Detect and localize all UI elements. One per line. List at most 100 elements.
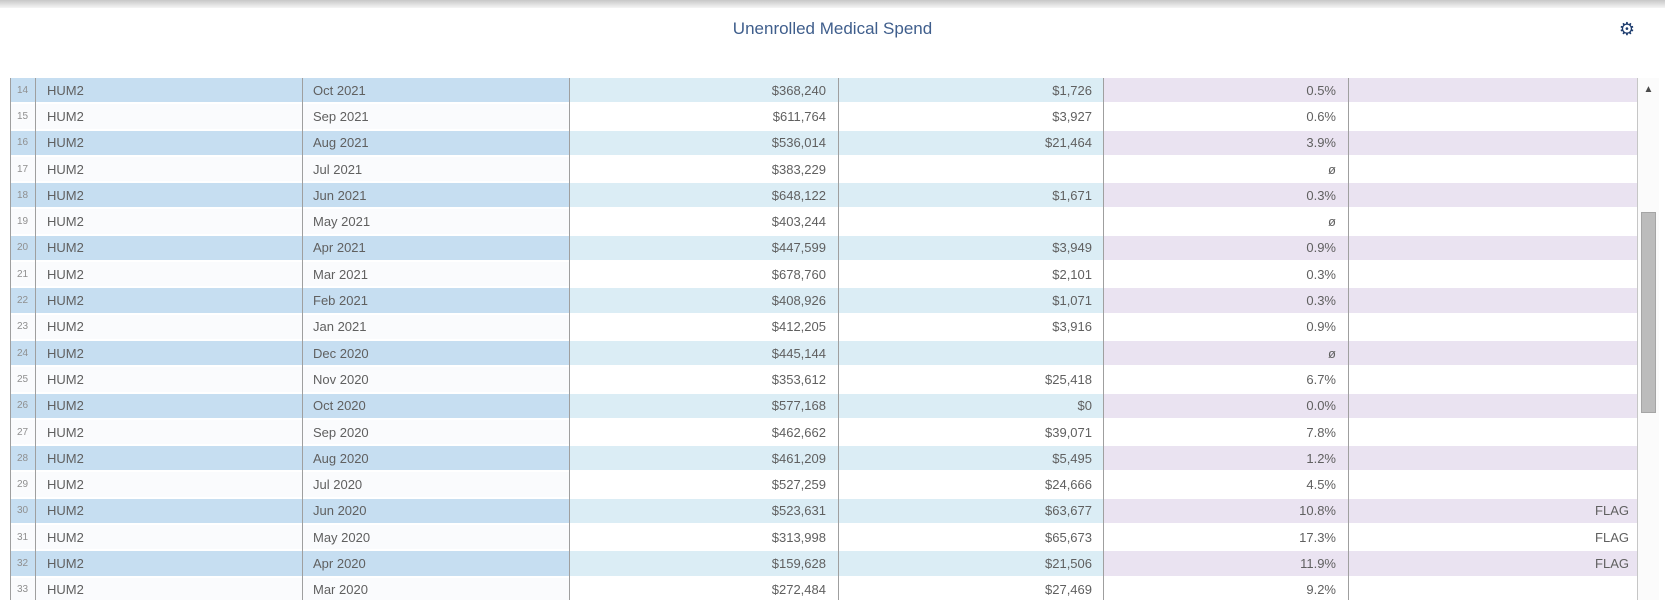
percent-cell: 9.2%	[1103, 577, 1348, 600]
month-cell: Jan 2021	[302, 314, 569, 339]
month-cell: Mar 2021	[302, 262, 569, 287]
table-row[interactable]: 21 HUM2 Mar 2021 $678,760 $2,101 0.3%	[10, 262, 1637, 289]
client-cell: HUM2	[35, 235, 302, 261]
client-cell: HUM2	[35, 104, 302, 129]
flag-cell	[1348, 130, 1637, 155]
client-cell: HUM2	[35, 288, 302, 313]
percent-cell: 7.8%	[1103, 419, 1348, 445]
column-divider	[838, 78, 839, 600]
percent-cell: 4.5%	[1103, 472, 1348, 497]
table-row[interactable]: 23 HUM2 Jan 2021 $412,205 $3,916 0.9%	[10, 314, 1637, 341]
percent-cell: ø	[1103, 340, 1348, 366]
table-row[interactable]: 15 HUM2 Sep 2021 $611,764 $3,927 0.6%	[10, 104, 1637, 131]
row-number-cell: 21	[10, 262, 35, 287]
flag-cell	[1348, 314, 1637, 339]
table-row[interactable]: 33 HUM2 Mar 2020 $272,484 $27,469 9.2%	[10, 577, 1637, 600]
unenrolled-spend-cell	[838, 209, 1103, 234]
client-cell: HUM2	[35, 525, 302, 550]
unenrolled-spend-cell: $27,469	[838, 577, 1103, 600]
unenrolled-spend-cell: $24,666	[838, 472, 1103, 497]
month-cell: Sep 2020	[302, 419, 569, 445]
client-cell: HUM2	[35, 262, 302, 287]
flag-cell	[1348, 446, 1637, 471]
row-number-cell: 18	[10, 183, 35, 208]
flag-cell	[1348, 288, 1637, 313]
column-divider	[35, 78, 36, 600]
unenrolled-spend-cell: $39,071	[838, 419, 1103, 445]
month-cell: Jun 2020	[302, 498, 569, 524]
row-number-cell: 28	[10, 446, 35, 471]
table-row[interactable]: 14 HUM2 Oct 2021 $368,240 $1,726 0.5%	[10, 78, 1637, 105]
unenrolled-spend-cell: $5,495	[838, 446, 1103, 471]
settings-gear-icon[interactable]: ⚙	[1618, 19, 1635, 39]
medical-spend-cell: $412,205	[569, 314, 838, 339]
row-number-cell: 32	[10, 551, 35, 576]
percent-cell: 0.6%	[1103, 104, 1348, 129]
vertical-scrollbar[interactable]: ▲	[1637, 78, 1659, 600]
table-row[interactable]: 20 HUM2 Apr 2021 $447,599 $3,949 0.9%	[10, 235, 1637, 263]
widget-title: Unenrolled Medical Spend	[732, 19, 933, 38]
client-cell: HUM2	[35, 393, 302, 418]
flag-cell	[1348, 104, 1637, 129]
percent-cell: 3.9%	[1103, 130, 1348, 155]
table-row[interactable]: 24 HUM2 Dec 2020 $445,144 ø	[10, 340, 1637, 368]
client-cell: HUM2	[35, 130, 302, 155]
flag-cell	[1348, 235, 1637, 261]
month-cell: Dec 2020	[302, 340, 569, 366]
month-cell: Jul 2020	[302, 472, 569, 497]
row-number-cell: 33	[10, 577, 35, 600]
medical-spend-cell: $577,168	[569, 393, 838, 418]
month-cell: Apr 2020	[302, 551, 569, 576]
scroll-up-arrow-icon[interactable]: ▲	[1643, 84, 1654, 95]
table-row[interactable]: 32 HUM2 Apr 2020 $159,628 $21,506 11.9% FLAG	[10, 551, 1637, 578]
percent-cell: 0.9%	[1103, 235, 1348, 261]
month-cell: Oct 2021	[302, 78, 569, 103]
medical-spend-cell: $408,926	[569, 288, 838, 313]
percent-cell: 0.9%	[1103, 314, 1348, 339]
medical-spend-cell: $159,628	[569, 551, 838, 576]
percent-cell: 0.0%	[1103, 393, 1348, 418]
month-cell: Apr 2021	[302, 235, 569, 261]
medical-spend-cell: $272,484	[569, 577, 838, 600]
unenrolled-spend-cell: $0	[838, 393, 1103, 418]
flag-cell	[1348, 262, 1637, 287]
flag-cell	[1348, 183, 1637, 208]
percent-cell: 6.7%	[1103, 367, 1348, 392]
table-row[interactable]: 26 HUM2 Oct 2020 $577,168 $0 0.0%	[10, 393, 1637, 420]
percent-cell: 11.9%	[1103, 551, 1348, 576]
percent-cell: 0.3%	[1103, 288, 1348, 313]
table-row[interactable]: 19 HUM2 May 2021 $403,244 ø	[10, 209, 1637, 236]
medical-spend-cell: $536,014	[569, 130, 838, 155]
client-cell: HUM2	[35, 183, 302, 208]
table-row[interactable]: 17 HUM2 Jul 2021 $383,229 ø	[10, 156, 1637, 184]
unenrolled-spend-cell: $65,673	[838, 525, 1103, 550]
percent-cell: ø	[1103, 209, 1348, 234]
month-cell: Mar 2020	[302, 577, 569, 600]
table-row[interactable]: 28 HUM2 Aug 2020 $461,209 $5,495 1.2%	[10, 446, 1637, 473]
client-cell: HUM2	[35, 209, 302, 234]
table-row[interactable]: 31 HUM2 May 2020 $313,998 $65,673 17.3% FLAG	[10, 525, 1637, 552]
medical-spend-cell: $368,240	[569, 78, 838, 103]
unenrolled-spend-cell: $21,506	[838, 551, 1103, 576]
unenrolled-spend-cell: $25,418	[838, 367, 1103, 392]
table-row[interactable]: 29 HUM2 Jul 2020 $527,259 $24,666 4.5%	[10, 472, 1637, 499]
table-row[interactable]: 27 HUM2 Sep 2020 $462,662 $39,071 7.8%	[10, 419, 1637, 447]
row-number-cell: 24	[10, 340, 35, 366]
medical-spend-cell: $461,209	[569, 446, 838, 471]
scrollbar-thumb[interactable]	[1641, 212, 1656, 413]
row-number-cell: 15	[10, 104, 35, 129]
row-number-cell: 30	[10, 498, 35, 524]
row-number-cell: 14	[10, 78, 35, 103]
table-row[interactable]: 18 HUM2 Jun 2021 $648,122 $1,671 0.3%	[10, 183, 1637, 210]
table-row[interactable]: 30 HUM2 Jun 2020 $523,631 $63,677 10.8% FLAG	[10, 498, 1637, 526]
row-number-cell: 31	[10, 525, 35, 550]
table-row[interactable]: 22 HUM2 Feb 2021 $408,926 $1,071 0.3%	[10, 288, 1637, 315]
column-divider	[1348, 78, 1349, 600]
row-number-cell: 16	[10, 130, 35, 155]
client-cell: HUM2	[35, 419, 302, 445]
row-number-cell: 20	[10, 235, 35, 261]
table-row[interactable]: 25 HUM2 Nov 2020 $353,612 $25,418 6.7%	[10, 367, 1637, 394]
table-row[interactable]: 16 HUM2 Aug 2021 $536,014 $21,464 3.9%	[10, 130, 1637, 157]
flag-cell: FLAG	[1348, 525, 1637, 550]
medical-spend-cell: $353,612	[569, 367, 838, 392]
